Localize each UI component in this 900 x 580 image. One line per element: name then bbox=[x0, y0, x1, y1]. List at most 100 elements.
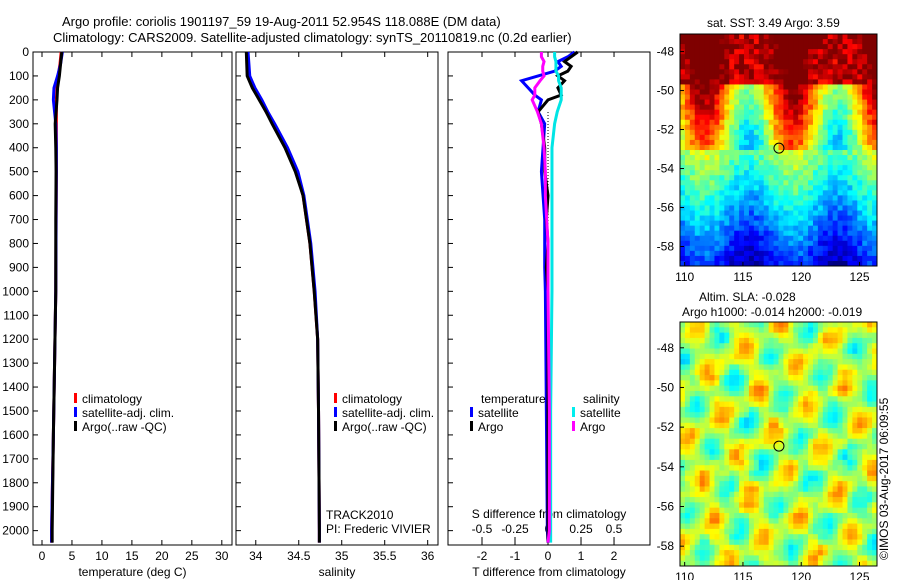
map-cell bbox=[808, 528, 814, 535]
map-cell bbox=[788, 422, 794, 429]
map-cell bbox=[778, 412, 784, 418]
map-cell bbox=[817, 433, 824, 440]
map-cell bbox=[709, 401, 715, 408]
map-cell bbox=[729, 49, 735, 55]
map-cell bbox=[842, 215, 848, 222]
map-cell bbox=[704, 364, 711, 371]
map-cell bbox=[748, 230, 755, 237]
map-cell bbox=[739, 359, 745, 365]
map-cell bbox=[714, 255, 720, 262]
map-cell bbox=[788, 539, 794, 546]
map-cell bbox=[739, 129, 745, 136]
map-cell bbox=[739, 337, 745, 344]
map-cell bbox=[867, 99, 873, 106]
map-cell bbox=[773, 449, 779, 456]
map-cell bbox=[798, 109, 804, 116]
map-cell bbox=[827, 180, 834, 186]
map-cell bbox=[684, 380, 691, 387]
map-cell bbox=[812, 481, 819, 487]
map-cell bbox=[763, 380, 770, 387]
map-cell bbox=[798, 84, 804, 90]
map-cell bbox=[822, 497, 829, 503]
map-cell bbox=[827, 134, 834, 141]
map-cell bbox=[778, 337, 784, 344]
map-cell bbox=[842, 240, 848, 247]
map-cell bbox=[837, 454, 844, 461]
map-cell bbox=[704, 104, 711, 111]
map-cell bbox=[763, 79, 770, 85]
map-cell bbox=[763, 89, 770, 96]
map-cell bbox=[837, 359, 844, 365]
map-cell bbox=[684, 180, 691, 186]
map-cell bbox=[763, 396, 770, 403]
map-cell bbox=[734, 150, 740, 156]
map-cell bbox=[694, 195, 701, 201]
map-cell bbox=[729, 438, 735, 445]
map-cell bbox=[783, 465, 789, 472]
map-cell bbox=[744, 343, 750, 350]
map-cell bbox=[827, 459, 834, 466]
map-cell bbox=[832, 385, 839, 392]
map-cell bbox=[827, 225, 834, 232]
map-cell bbox=[778, 144, 784, 151]
map-cell bbox=[793, 454, 799, 461]
map-cell bbox=[842, 89, 848, 96]
map-cell bbox=[803, 512, 809, 519]
map-cell bbox=[729, 250, 735, 257]
map-cell bbox=[694, 155, 701, 161]
map-cell bbox=[729, 507, 735, 514]
map-cell bbox=[778, 109, 784, 116]
map-cell bbox=[817, 470, 824, 477]
map-cell bbox=[793, 260, 799, 267]
map-cell bbox=[822, 220, 829, 227]
map-cell bbox=[704, 210, 711, 217]
map-cell bbox=[783, 245, 789, 252]
map-cell bbox=[694, 39, 701, 45]
map-cell bbox=[704, 200, 711, 206]
map-cell bbox=[714, 230, 720, 237]
series-line-satellite-adj-clim- bbox=[246, 51, 321, 543]
map-cell bbox=[808, 390, 814, 397]
map-cell bbox=[837, 417, 844, 424]
map-cell bbox=[680, 155, 686, 161]
map-cell bbox=[744, 353, 750, 360]
map-frame bbox=[679, 321, 878, 567]
map-cell bbox=[680, 235, 686, 242]
map-cell bbox=[763, 170, 770, 176]
map-cell bbox=[719, 417, 725, 424]
map-cell bbox=[684, 215, 691, 222]
map-cell bbox=[739, 528, 745, 535]
map-cell bbox=[748, 412, 755, 418]
map-cell bbox=[719, 369, 725, 376]
map-cell bbox=[872, 406, 878, 413]
map-cell bbox=[680, 190, 686, 196]
map-cell bbox=[832, 491, 839, 498]
map-cell bbox=[832, 433, 839, 440]
map-cell bbox=[867, 109, 873, 116]
map-cell bbox=[793, 134, 799, 141]
map-cell bbox=[832, 155, 839, 161]
map-cell bbox=[763, 245, 770, 252]
map-cell bbox=[857, 225, 863, 232]
map-cell bbox=[689, 502, 696, 509]
map-cell bbox=[847, 230, 853, 237]
map-cell bbox=[753, 444, 760, 450]
map-cell bbox=[739, 406, 745, 413]
map-cell bbox=[837, 44, 844, 50]
map-cell bbox=[857, 528, 863, 535]
map-cell bbox=[857, 104, 863, 111]
map-cell bbox=[842, 220, 848, 227]
map-cell bbox=[788, 59, 794, 65]
map-cell bbox=[763, 523, 770, 530]
map-cell bbox=[798, 502, 804, 509]
map-cell bbox=[724, 230, 730, 237]
map-cell bbox=[773, 396, 779, 403]
map-cell bbox=[689, 322, 696, 328]
map-cell bbox=[812, 165, 819, 171]
map-cell bbox=[714, 74, 720, 80]
map-cell bbox=[719, 348, 725, 355]
map-cell bbox=[852, 491, 858, 498]
map-cell bbox=[778, 59, 784, 65]
map-cell bbox=[847, 502, 853, 509]
map-cell bbox=[803, 534, 809, 540]
